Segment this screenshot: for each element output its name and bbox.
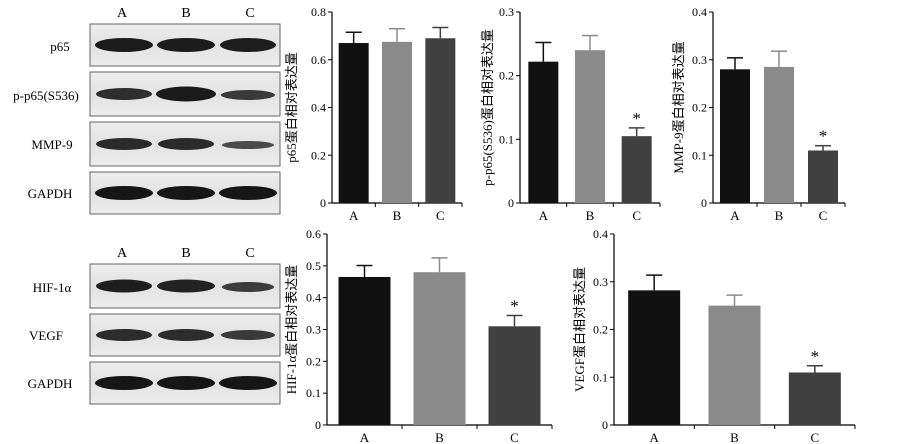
y-tick-label: 0.4 — [306, 291, 321, 305]
bar-A — [720, 69, 750, 203]
y-axis-label: p-p65(S536)蛋白相对表达量 — [480, 29, 495, 186]
y-tick-label: 0.6 — [306, 227, 321, 241]
bar-C — [425, 38, 456, 204]
blot-strip-gapdh-bottom — [89, 361, 281, 405]
blot-strip-p65 — [89, 23, 281, 67]
y-tick-label: 0.5 — [306, 259, 321, 273]
y-tick-label: 0.1 — [593, 370, 608, 384]
y-tick-label: 0.3 — [306, 323, 321, 337]
blot-strip-gapdh-top — [89, 171, 281, 215]
bar-A — [628, 290, 681, 425]
blot-bottom-lane-label: B — [181, 246, 190, 261]
x-category-label: B — [586, 208, 595, 223]
blot-top-lane-label: A — [117, 6, 128, 21]
x-category-label: B — [393, 208, 402, 223]
y-tick-label: 0.2 — [311, 148, 326, 162]
blot-strip-vegf — [89, 313, 281, 357]
blot-top-lane-label: C — [245, 6, 254, 21]
significance-star: * — [632, 109, 641, 128]
blot-row-label: GAPDH — [28, 376, 73, 391]
y-tick-label: 0 — [315, 418, 321, 432]
blot-row-label: MMP-9 — [31, 137, 72, 152]
y-tick-label: 0.1 — [306, 386, 321, 400]
blot-bottom-lane-label: C — [245, 246, 254, 261]
significance-star: * — [819, 127, 828, 146]
bar-chart-5: 0 0.1 0.2 0.3 0.4 A B C * VEGF蛋白相对表达量 — [572, 227, 856, 444]
y-tick-label: 0.1 — [499, 132, 514, 146]
bar-C — [621, 136, 652, 203]
y-tick-label: 0.6 — [311, 53, 326, 67]
x-category-label: C — [819, 208, 828, 223]
bar-C — [808, 150, 838, 203]
x-category-label: A — [730, 208, 740, 223]
y-tick-label: 0.3 — [692, 53, 707, 67]
y-tick-label: 0.2 — [499, 69, 514, 83]
significance-star: * — [510, 296, 519, 315]
y-tick-label: 0.2 — [692, 101, 707, 115]
y-axis-label: p65蛋白相对表达量 — [284, 52, 299, 163]
x-category-label: B — [730, 430, 739, 444]
x-category-label: A — [360, 430, 370, 444]
blot-top-lane-label: B — [181, 6, 190, 21]
x-category-label: C — [436, 208, 445, 223]
blot-strip-p-p65 — [89, 71, 281, 117]
y-axis-label: MMP-9蛋白相对表达量 — [671, 41, 686, 173]
x-category-label: A — [539, 208, 549, 223]
y-tick-label: 0 — [320, 196, 326, 210]
blot-top: A B C p65 p-p65(S536) MMP-9 — [13, 6, 281, 215]
blot-bottom: A B C HIF-1α VEGF GAPDH — [28, 246, 281, 405]
x-category-label: B — [775, 208, 784, 223]
blot-row-label: GAPDH — [28, 186, 73, 201]
bar-B — [708, 305, 761, 425]
y-tick-label: 0 — [508, 196, 514, 210]
bar-B — [413, 272, 466, 425]
x-category-label: A — [349, 208, 359, 223]
y-tick-label: 0.4 — [692, 5, 707, 19]
y-tick-label: 0 — [602, 418, 608, 432]
significance-star: * — [811, 347, 820, 366]
y-tick-label: 0.3 — [499, 5, 514, 19]
bar-A — [528, 61, 559, 203]
blot-row-label: VEGF — [29, 328, 63, 343]
blot-row-label: HIF-1α — [33, 280, 72, 295]
bar-B — [764, 66, 794, 203]
x-category-label: C — [510, 430, 519, 444]
y-tick-label: 0 — [701, 196, 707, 210]
blot-strip-hif1a — [89, 263, 281, 309]
y-tick-label: 0.8 — [311, 5, 326, 19]
y-tick-label: 0.1 — [692, 148, 707, 162]
blot-row-label: p65 — [50, 39, 70, 54]
x-category-label: C — [810, 430, 819, 444]
x-category-label: B — [435, 430, 444, 444]
bar-B — [382, 41, 412, 203]
blot-bottom-lane-label: A — [117, 246, 128, 261]
blot-strip-mmp9 — [89, 121, 281, 167]
y-tick-label: 0.2 — [593, 323, 608, 337]
bar-B — [575, 50, 605, 204]
bar-A — [338, 43, 369, 203]
y-tick-label: 0.4 — [311, 101, 326, 115]
x-category-label: C — [632, 208, 641, 223]
y-tick-label: 0.3 — [593, 275, 608, 289]
bar-C — [788, 372, 841, 425]
x-category-label: A — [649, 430, 659, 444]
y-tick-label: 0.4 — [593, 227, 608, 241]
y-axis-label: HIF-1α蛋白相对表达量 — [284, 265, 299, 395]
bar-chart-3: 0 0.1 0.2 0.3 0.4 A B C * MMP-9蛋白相对表达量 — [671, 5, 846, 223]
bar-chart-4: 0 0.1 0.2 0.3 0.4 0.5 0.6 A B C * HIF-1α蛋白相对表达量 — [284, 227, 553, 444]
bar-A — [338, 276, 391, 425]
y-tick-label: 0.2 — [306, 354, 321, 368]
bar-chart-2: 0 0.1 0.2 0.3 A B C * p-p65(S536)蛋白相对表达量 — [480, 5, 661, 223]
blot-row-label: p-p65(S536) — [13, 88, 79, 103]
y-axis-label: VEGF蛋白相对表达量 — [572, 267, 587, 392]
bar-C — [488, 326, 541, 425]
